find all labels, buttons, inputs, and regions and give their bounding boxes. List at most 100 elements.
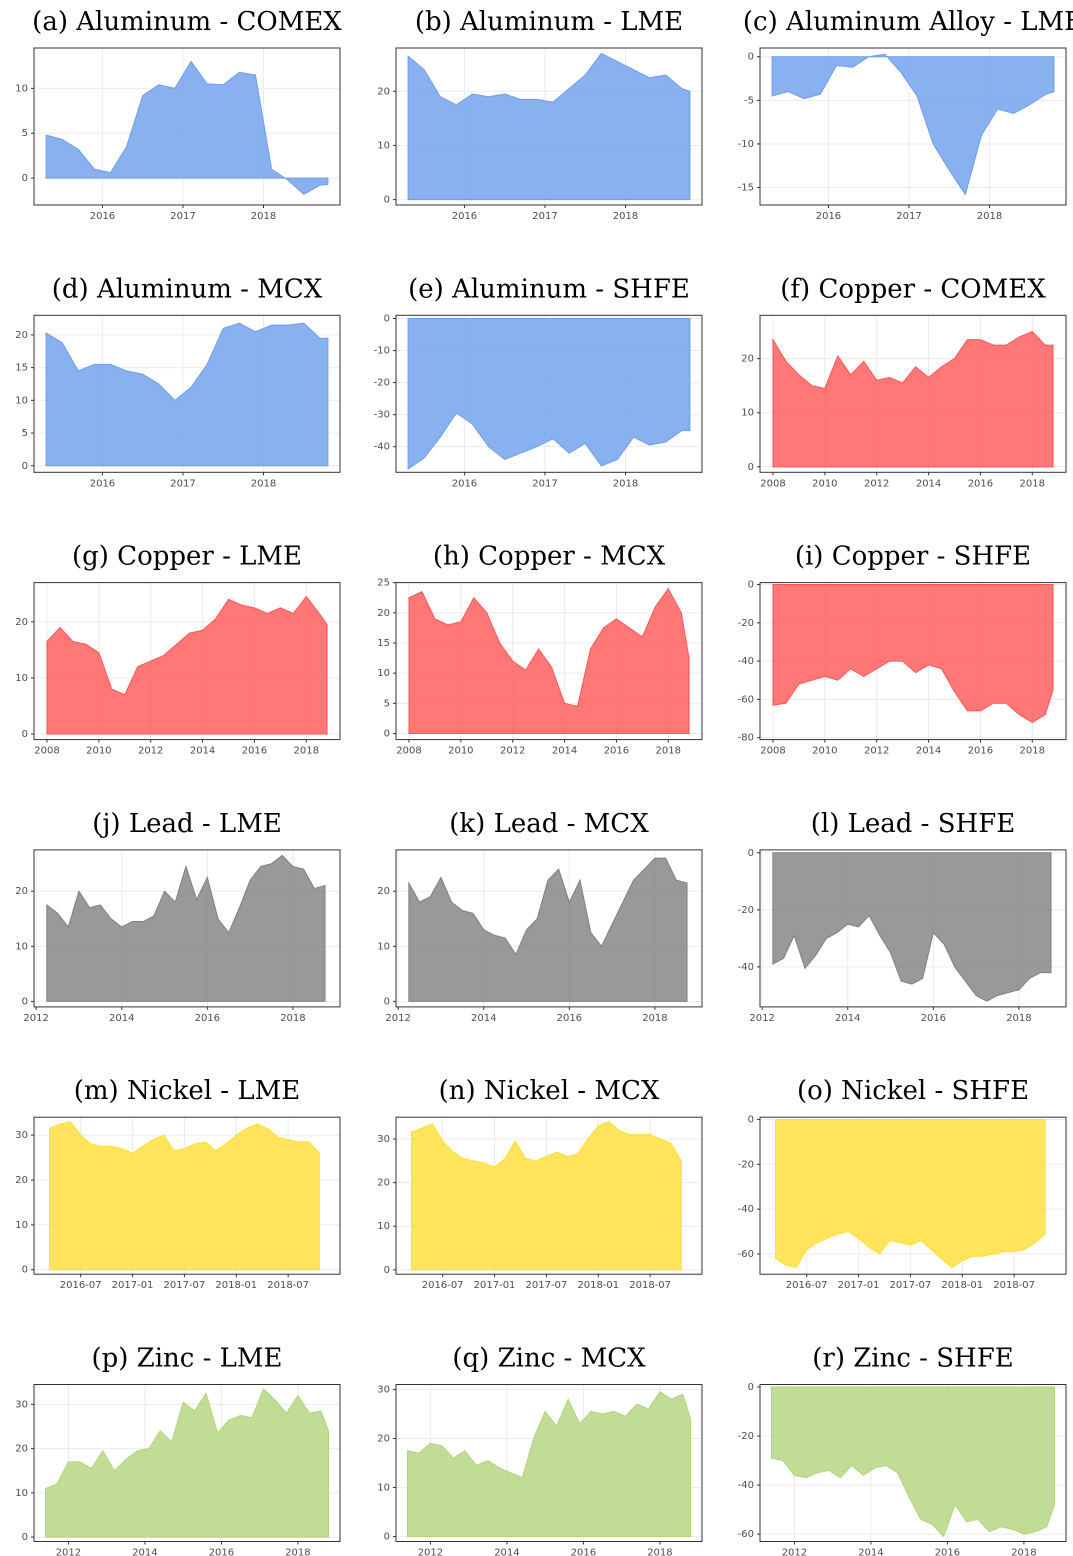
x-tick-label: 2016 [195, 1013, 220, 1024]
y-tick-label: -40 [738, 1480, 754, 1491]
plot-frame [759, 1116, 1067, 1275]
y-tick-label: 0 [384, 1265, 390, 1276]
x-tick-label: 2012 [418, 1548, 443, 1556]
y-tick-label: 0 [384, 195, 390, 206]
y-tick-label: 20 [377, 1433, 390, 1444]
y-tick-label: 0 [384, 314, 390, 325]
x-tick-label: 2012 [23, 1013, 48, 1024]
x-tick-label: 2016 [209, 1548, 234, 1556]
y-tick-label: 20 [377, 886, 390, 897]
y-tick-label: 0 [748, 580, 754, 591]
x-tick-label: 2018 [977, 211, 1002, 222]
y-tick-label: -15 [738, 183, 754, 194]
area [45, 60, 329, 195]
chart-title: (f) Copper - COMEX [780, 274, 1046, 304]
y-tick-label: 20 [377, 1178, 390, 1189]
x-tick-label: 2018 [1011, 1548, 1036, 1556]
x-tick-label: 2014 [552, 746, 577, 757]
y-tick-label: 30 [15, 1130, 28, 1141]
y-tick-label: 0 [22, 1265, 28, 1276]
x-tick-label: 2010 [86, 746, 111, 757]
area [408, 857, 688, 1002]
x-tick-label: 2017 [532, 211, 557, 222]
x-tick-label: 2016 [968, 478, 993, 489]
x-tick-label: 2016 [968, 746, 993, 757]
x-tick-label: 2016 [452, 478, 477, 489]
x-tick-label: 2017-07 [890, 1280, 932, 1291]
y-tick-label: -30 [374, 410, 390, 421]
y-tick-label: 15 [15, 363, 28, 374]
chart-title: (k) Lead - MCX [449, 809, 649, 839]
y-tick-label: -60 [738, 1249, 754, 1260]
plot-frame [395, 849, 703, 1008]
area [411, 1120, 682, 1271]
x-tick-label: 2017-07 [164, 1280, 206, 1291]
y-tick-label: 0 [748, 848, 754, 859]
y-tick-label: 0 [748, 52, 754, 63]
x-tick-label: 2018 [285, 1548, 310, 1556]
x-tick-label: 2016 [921, 1013, 946, 1024]
y-tick-label: -40 [738, 1204, 754, 1215]
y-tick-label: 10 [15, 395, 28, 406]
plot-frame [33, 47, 341, 206]
area [770, 1386, 1056, 1538]
x-tick-label: 2014 [109, 1013, 134, 1024]
y-tick-label: 10 [15, 1488, 28, 1499]
plot-frame [395, 1384, 703, 1542]
area [49, 1121, 320, 1271]
x-tick-label: 2016 [452, 211, 477, 222]
x-tick-label: 2008 [760, 746, 785, 757]
x-tick-label: 2017-07 [526, 1280, 568, 1291]
y-tick-label: 10 [377, 941, 390, 952]
x-tick-label: 2014 [494, 1548, 519, 1556]
x-tick-label: 2016 [816, 211, 841, 222]
y-tick-label: 5 [384, 698, 390, 709]
y-tick-label: 10 [15, 941, 28, 952]
x-tick-label: 2016 [571, 1548, 596, 1556]
chart-title: (q) Zinc - MCX [452, 1344, 646, 1374]
x-tick-label: 2012 [782, 1548, 807, 1556]
y-tick-label: 10 [15, 83, 28, 94]
x-tick-label: 2018-07 [267, 1280, 309, 1291]
y-tick-label: 0 [22, 173, 28, 184]
x-tick-label: 2014 [471, 1013, 496, 1024]
x-tick-label: 2017 [170, 211, 195, 222]
x-tick-label: 2008 [396, 746, 421, 757]
x-tick-label: 2018-01 [215, 1280, 257, 1291]
y-tick-label: 0 [384, 996, 390, 1007]
area [771, 53, 1055, 196]
plot-frame [33, 582, 341, 741]
y-tick-label: 10 [377, 1483, 390, 1494]
x-tick-label: 2010 [812, 478, 837, 489]
x-tick-label: 2008 [34, 746, 59, 757]
y-tick-label: 15 [377, 638, 390, 649]
x-tick-label: 2016 [935, 1548, 960, 1556]
y-tick-label: 20 [15, 1444, 28, 1455]
x-tick-label: 2018 [251, 211, 276, 222]
y-tick-label: 0 [748, 1114, 754, 1125]
area [408, 587, 690, 735]
chart-title: (r) Zinc - SHFE [812, 1344, 1014, 1374]
plot-frame [759, 849, 1067, 1008]
chart-title: (d) Aluminum - MCX [52, 274, 323, 304]
x-tick-label: 2017 [896, 211, 921, 222]
y-tick-label: -10 [738, 139, 754, 150]
y-tick-label: -40 [738, 656, 754, 667]
area [772, 584, 1054, 723]
y-tick-label: 10 [377, 668, 390, 679]
x-tick-label: 2016-07 [786, 1280, 828, 1291]
y-tick-label: 5 [22, 428, 28, 439]
x-tick-label: 2010 [812, 746, 837, 757]
x-tick-label: 2008 [760, 478, 785, 489]
x-tick-label: 2014 [835, 1013, 860, 1024]
plot-frame [33, 1116, 341, 1275]
y-tick-label: 25 [377, 578, 390, 589]
plot-frame [33, 314, 341, 473]
plot-frame [395, 582, 703, 741]
y-tick-label: -20 [738, 905, 754, 916]
chart-title: (c) Aluminum Alloy - LME [743, 7, 1073, 37]
area [45, 322, 329, 467]
x-tick-label: 2018 [647, 1548, 672, 1556]
x-tick-label: 2012 [500, 746, 525, 757]
